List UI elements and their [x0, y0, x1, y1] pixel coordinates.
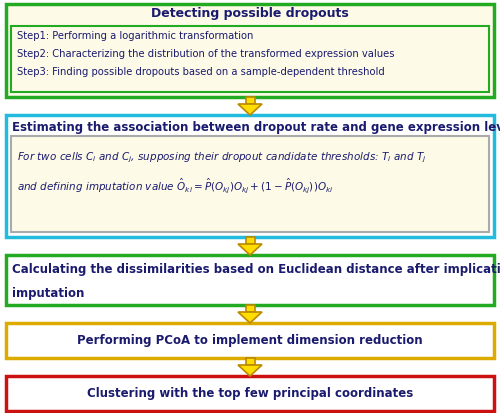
Text: For two cells $C_i$ and $C_j$, supposing their dropout candidate thresholds: $T_: For two cells $C_i$ and $C_j$, supposing… [17, 151, 426, 165]
Bar [246, 97, 254, 104]
Polygon shape [238, 312, 262, 323]
Bar [246, 237, 254, 244]
Text: Step3: Finding possible dropouts based on a sample-dependent threshold: Step3: Finding possible dropouts based o… [17, 67, 385, 77]
Bar [6, 115, 494, 237]
Bar [246, 305, 254, 312]
Text: Calculating the dissimilarities based on Euclidean distance after implicating: Calculating the dissimilarities based on… [12, 263, 500, 276]
Polygon shape [238, 244, 262, 255]
Bar [11, 26, 489, 92]
Text: Step1: Performing a logarithmic transformation: Step1: Performing a logarithmic transfor… [17, 31, 254, 41]
Bar [6, 376, 494, 411]
Text: Step2: Characterizing the distribution of the transformed expression values: Step2: Characterizing the distribution o… [17, 49, 394, 59]
Polygon shape [238, 104, 262, 115]
Bar [6, 323, 494, 358]
Bar [6, 4, 494, 97]
Text: and defining imputation value $\hat{O}_{ki} = \hat{P}(O_{kj})O_{kj} + (1 - \hat{: and defining imputation value $\hat{O}_{… [17, 177, 334, 195]
Text: Performing PCoA to implement dimension reduction: Performing PCoA to implement dimension r… [77, 334, 423, 347]
Polygon shape [238, 365, 262, 376]
Text: imputation: imputation [12, 287, 85, 299]
Bar [6, 255, 494, 305]
Text: Detecting possible dropouts: Detecting possible dropouts [151, 7, 349, 21]
Text: Estimating the association between dropout rate and gene expression level: Estimating the association between dropo… [12, 121, 500, 135]
Bar [11, 136, 489, 232]
Text: Clustering with the top few principal coordinates: Clustering with the top few principal co… [87, 387, 413, 400]
Bar [246, 358, 254, 365]
